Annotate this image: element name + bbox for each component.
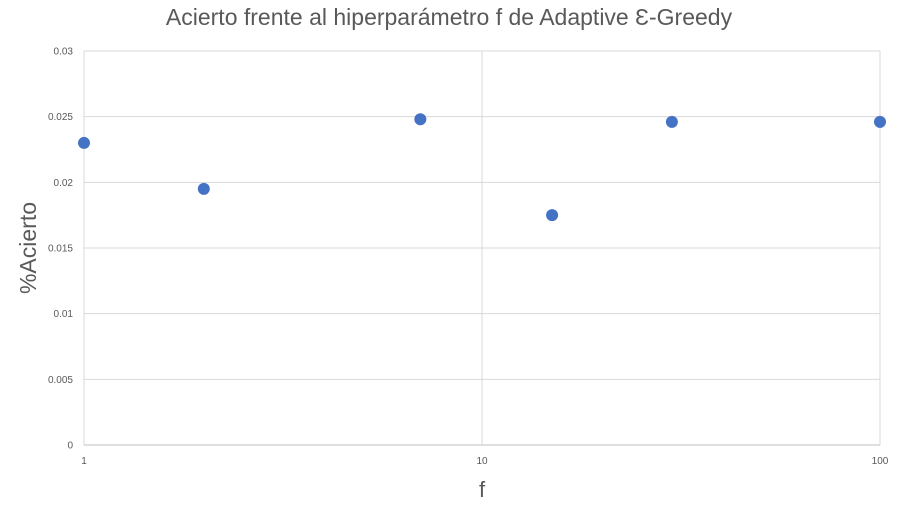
y-tick-label: 0.025 xyxy=(48,112,73,123)
x-tick-label: 1 xyxy=(81,456,87,467)
data-point xyxy=(546,209,559,222)
y-tick-label: 0.015 xyxy=(48,244,73,255)
data-point xyxy=(874,115,886,128)
data-point xyxy=(414,113,427,126)
data-point xyxy=(197,182,210,195)
grid-lines xyxy=(84,50,881,445)
axes xyxy=(83,51,880,446)
x-axis-title: f xyxy=(479,477,486,502)
y-tick-label: 0 xyxy=(67,441,73,452)
data-points xyxy=(78,113,886,222)
y-axis-title: %Acierto xyxy=(15,202,41,294)
y-tick-label: 0.02 xyxy=(54,178,74,189)
y-tick-label: 0.005 xyxy=(48,375,73,386)
chart-title: Acierto frente al hiperparámetro f de Ad… xyxy=(165,4,733,30)
y-tick-label: 0.01 xyxy=(54,309,74,320)
x-tick-label: 100 xyxy=(872,456,889,467)
x-tick-labels: 1 10 100 xyxy=(81,456,889,467)
y-tick-labels: 0 0.005 0.01 0.015 0.02 0.025 0.03 xyxy=(48,47,73,452)
x-tick-label: 10 xyxy=(476,456,488,467)
data-point xyxy=(665,115,678,128)
y-tick-label: 0.03 xyxy=(54,47,74,58)
data-point xyxy=(78,136,90,149)
